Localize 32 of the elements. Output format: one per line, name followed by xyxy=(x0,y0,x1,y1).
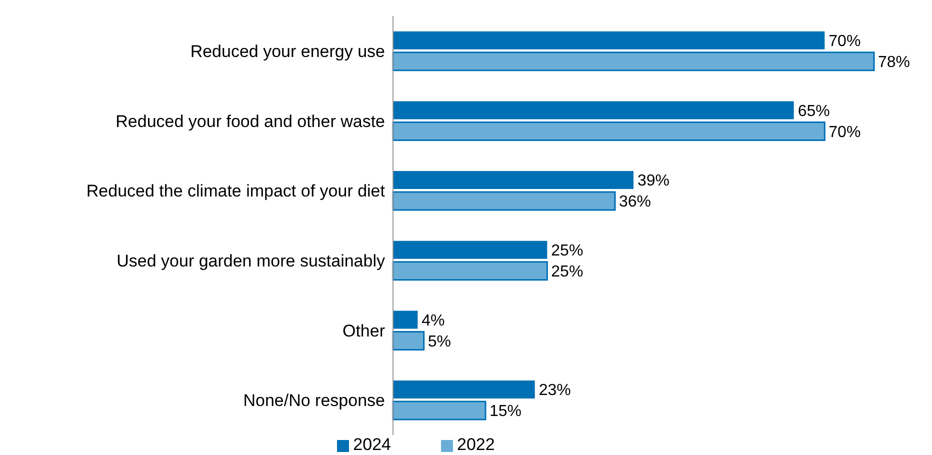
bar xyxy=(392,52,875,72)
data-label: 70% xyxy=(828,124,861,141)
bar xyxy=(393,240,548,259)
bar xyxy=(393,310,418,329)
bar xyxy=(393,171,634,190)
data-label: 78% xyxy=(878,54,910,71)
data-label: 70% xyxy=(828,32,861,50)
y-tick-label: None/No response xyxy=(243,391,385,410)
data-label: 65% xyxy=(798,102,830,120)
data-label: 5% xyxy=(428,333,451,350)
y-tick-label: Reduced your energy use xyxy=(190,42,385,61)
data-label: 23% xyxy=(538,382,571,400)
bar xyxy=(392,261,548,281)
bar xyxy=(393,380,535,399)
y-tick-label: Reduced the climate impact of your diet xyxy=(86,182,386,201)
bar xyxy=(392,330,425,350)
data-label: 36% xyxy=(619,194,652,211)
bar xyxy=(393,31,825,50)
data-label: 25% xyxy=(551,242,584,260)
bar xyxy=(392,121,826,141)
data-label: 15% xyxy=(490,403,522,420)
legend-label: 2024 xyxy=(353,435,391,454)
bar xyxy=(392,400,486,420)
y-tick-label: Other xyxy=(342,321,386,340)
y-tick-label: Used your garden more sustainably xyxy=(116,251,386,270)
y-tick-label: Reduced your food and other waste xyxy=(116,112,385,131)
data-label: 4% xyxy=(422,312,445,330)
data-label: 25% xyxy=(551,263,584,280)
legend-label: 2022 xyxy=(457,435,495,454)
data-label: 39% xyxy=(638,172,670,190)
bar xyxy=(393,101,794,120)
bar xyxy=(392,191,616,211)
